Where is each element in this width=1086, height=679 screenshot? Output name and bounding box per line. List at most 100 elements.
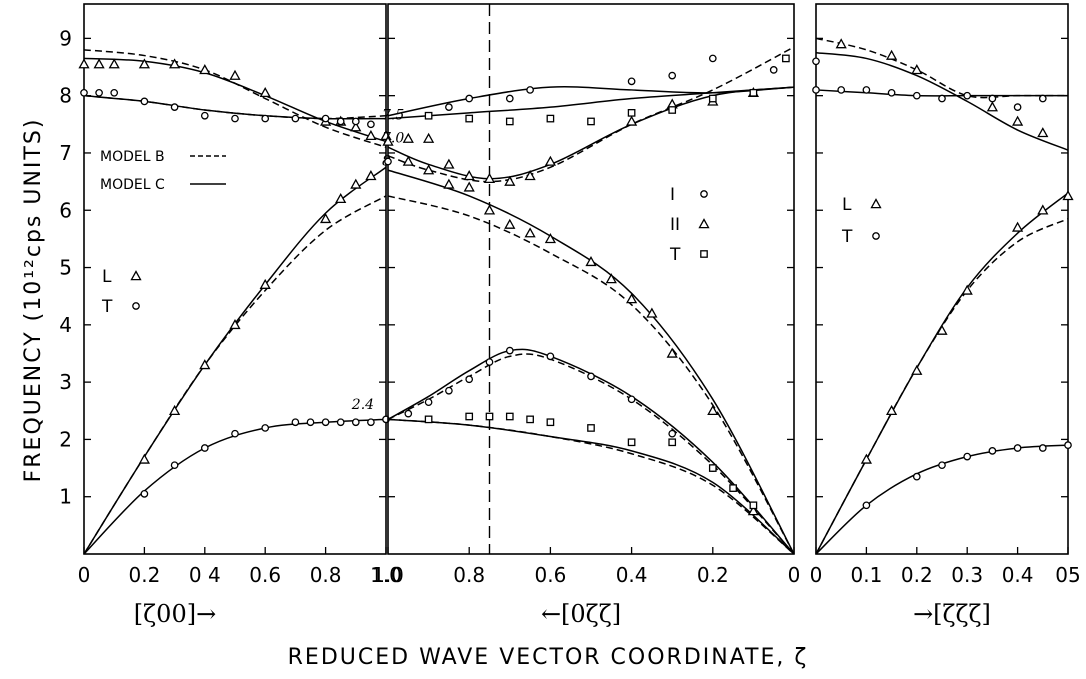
data-point [587, 117, 595, 126]
data-point [668, 71, 677, 80]
data-point [443, 178, 455, 189]
data-point [862, 501, 871, 510]
data-point [170, 103, 179, 111]
data-point [168, 404, 181, 416]
data-point [445, 103, 453, 111]
data-point [321, 418, 330, 427]
model-b-curve [387, 195, 795, 555]
direction-label: [ζ00]→ [134, 600, 216, 628]
data-point [526, 86, 534, 94]
data-point [351, 418, 360, 427]
data-point [336, 418, 345, 427]
data-point [627, 109, 636, 117]
data-point [912, 91, 921, 100]
data-point [860, 453, 873, 464]
legend-series-label: T [101, 297, 113, 317]
data-point [291, 418, 300, 427]
data-point [321, 114, 330, 123]
data-point [707, 404, 719, 416]
data-point [424, 415, 433, 424]
data-point [1038, 94, 1047, 103]
data-point [1013, 444, 1022, 452]
data-point [524, 227, 536, 238]
data-point [443, 158, 455, 169]
data-point [666, 347, 678, 358]
data-point [708, 94, 717, 103]
model-c-curve [815, 51, 1069, 151]
handwritten-annotation: 2.4 [351, 397, 374, 413]
x-tick-label: 0.2 [901, 563, 933, 587]
x-tick-label: 0.6 [534, 563, 566, 587]
model-b-curve [83, 49, 387, 148]
series-ii [382, 86, 760, 516]
data-point [887, 88, 896, 97]
data-point [911, 364, 923, 375]
data-point [465, 94, 474, 103]
data-point [812, 86, 820, 94]
legend-marker [698, 218, 710, 229]
data-point [485, 358, 494, 366]
data-point [200, 444, 209, 452]
data-point [463, 181, 475, 192]
data-point [1013, 103, 1022, 111]
legend-model-label: MODEL C [100, 177, 165, 193]
x-tick-label: 0 4 [189, 563, 221, 587]
data-point [259, 278, 271, 289]
data-point [627, 395, 636, 404]
data-point [306, 418, 315, 427]
series-t [80, 88, 390, 498]
y-tick-label: 5 [59, 256, 72, 280]
x-tick-label: 05 [1055, 563, 1080, 587]
model-b-curve [83, 94, 387, 120]
panel-frame [815, 3, 1069, 555]
data-point [229, 69, 241, 80]
data-point [140, 97, 149, 106]
model-c-curve [387, 418, 795, 555]
data-point [108, 58, 120, 69]
data-point [1064, 441, 1072, 449]
data-point [988, 94, 997, 103]
data-point [404, 409, 413, 418]
y-axis-title: FREQUENCY (10¹²cps UNITS) [21, 118, 46, 483]
model-b-curve [815, 218, 1069, 555]
data-point [351, 117, 360, 126]
legend-marker [872, 232, 880, 240]
data-point [505, 346, 514, 355]
legend-marker [700, 190, 708, 198]
series-l [835, 38, 1074, 464]
data-point [625, 293, 638, 304]
data-point [445, 386, 453, 395]
data-point [336, 117, 345, 126]
data-point [862, 86, 871, 94]
data-point [936, 324, 948, 335]
legend-marker [870, 198, 882, 209]
data-point [546, 352, 555, 361]
data-point [382, 135, 394, 146]
x-tick-label: 0.3 [951, 563, 983, 587]
data-point [291, 114, 300, 123]
x-tick-label: 0.8 [310, 563, 342, 587]
model-b-curve [815, 37, 1068, 99]
data-point [1011, 115, 1024, 126]
data-point [168, 58, 181, 69]
data-point [199, 64, 211, 75]
legend-series-label: L [842, 195, 852, 215]
data-point [911, 64, 923, 75]
data-point [729, 484, 737, 492]
x-tick-label: 0.2 [697, 563, 729, 587]
legend-model-label: MODEL B [100, 149, 165, 165]
data-point [95, 88, 103, 97]
series-t [812, 57, 1072, 510]
x-tick-label: 0.6 [249, 563, 281, 587]
data-point [261, 114, 270, 123]
data-point [524, 170, 536, 181]
x-tick-label: 0 [788, 563, 801, 587]
data-point [465, 375, 474, 384]
data-point [963, 91, 972, 100]
data-point [80, 88, 88, 97]
data-point [465, 114, 474, 123]
data-point [627, 438, 636, 447]
data-point [422, 132, 435, 143]
